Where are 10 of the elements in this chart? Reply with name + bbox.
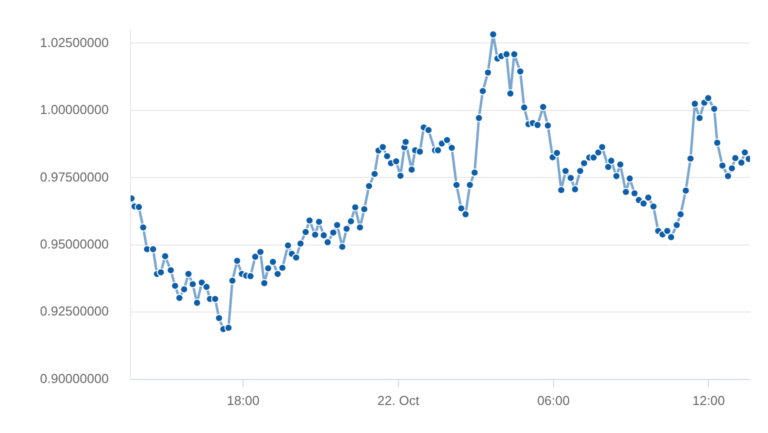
x-tick-label: 12:00 xyxy=(692,392,725,408)
x-tick-label: 18:00 xyxy=(226,392,260,408)
y-tick-label: 0.95000000 xyxy=(40,236,109,252)
y-tick-label: 0.97500000 xyxy=(40,169,109,184)
x-tick-label: 06:00 xyxy=(537,392,570,408)
y-tick-label: 0.90000000 xyxy=(40,370,109,386)
y-tick-label: 1.00000000 xyxy=(40,102,109,118)
y-tick-label: 1.02500000 xyxy=(40,34,109,50)
x-tick-label: 22. Oct xyxy=(377,392,420,408)
y-tick-label: 0.92500000 xyxy=(40,304,109,319)
